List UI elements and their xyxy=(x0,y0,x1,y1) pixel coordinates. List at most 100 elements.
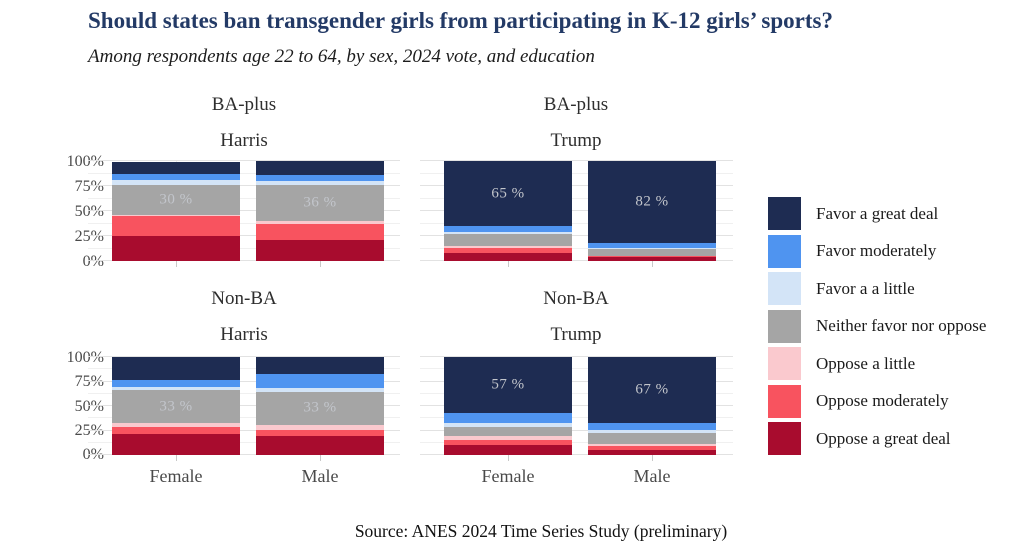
segment-oppose-a-great-deal xyxy=(112,236,240,261)
major-gridline xyxy=(88,429,400,431)
x-axis-tick xyxy=(652,455,653,461)
segment-neither-favor-nor-oppose xyxy=(588,433,716,445)
minor-gridline xyxy=(88,417,400,419)
minor-gridline xyxy=(420,368,733,370)
major-gridline xyxy=(420,405,733,406)
facet-vote-top-left: Harris xyxy=(220,130,268,151)
segment-favor-a-a-little xyxy=(588,248,716,249)
segment-oppose-moderately xyxy=(112,426,240,435)
minor-gridline xyxy=(420,441,733,443)
segment-oppose-moderately xyxy=(112,216,240,236)
segment-neither-favor-nor-oppose xyxy=(588,249,716,256)
facet-vote-bottom-right: Trump xyxy=(550,324,602,345)
segment-oppose-a-great-deal xyxy=(444,445,572,455)
legend-swatch-neither-favor-nor-oppose xyxy=(768,309,801,343)
legend-item-oppose-a-little: Oppose a little xyxy=(768,347,986,380)
segment-favor-a-great-deal xyxy=(256,357,384,374)
major-gridline xyxy=(420,454,733,455)
major-gridline xyxy=(420,429,733,431)
segment-favor-moderately xyxy=(256,373,384,389)
minor-gridline xyxy=(420,247,733,249)
facet-education-bottom-right: Non-BA xyxy=(543,288,609,309)
segment-neither-favor-nor-oppose xyxy=(444,426,572,437)
chart-subtitle: Among respondents age 22 to 64, by sex, … xyxy=(88,46,595,67)
segment-favor-a-great-deal xyxy=(256,161,384,175)
segment-favor-moderately xyxy=(444,412,572,423)
legend-label: Favor a a little xyxy=(816,278,915,298)
legend-item-oppose-moderately: Oppose moderately xyxy=(768,384,986,418)
minor-gridline xyxy=(420,197,733,199)
segment-favor-moderately xyxy=(444,226,572,232)
segment-favor-moderately xyxy=(588,422,716,430)
x-tick-label-female: Female xyxy=(149,466,203,486)
major-gridline xyxy=(420,210,733,211)
source-caption: Source: ANES 2024 Time Series Study (pre… xyxy=(354,521,728,541)
panel-non-ba-trump: 57 % 67 % xyxy=(420,356,733,461)
chart-title: Should states ban transgender girls from… xyxy=(88,8,833,33)
minor-gridline xyxy=(88,197,400,199)
minor-gridline xyxy=(420,222,733,224)
major-gridline xyxy=(88,380,400,382)
segment-oppose-moderately xyxy=(444,440,572,446)
minor-gridline xyxy=(420,172,733,174)
x-axis-tick xyxy=(652,261,653,267)
segment-oppose-a-great-deal xyxy=(112,434,240,455)
segment-favor-a-a-little xyxy=(112,180,240,185)
legend-label: Favor a great deal xyxy=(816,203,939,223)
facet-vote-bottom-left: Harris xyxy=(220,324,268,345)
legend-label: Favor moderately xyxy=(816,241,937,260)
minor-gridline xyxy=(420,417,733,419)
segment-oppose-a-little xyxy=(256,424,384,430)
segment-oppose-a-great-deal xyxy=(256,436,384,455)
segment-favor-a-great-deal: 67 % xyxy=(588,357,716,423)
bar-value-label: 36 % xyxy=(303,194,337,211)
major-gridline xyxy=(420,235,733,236)
panel-ba-plus-harris: 30 % 36 % xyxy=(88,160,400,267)
legend-swatch-oppose-a-great-deal xyxy=(768,422,801,455)
major-gridline xyxy=(420,356,733,357)
legend-swatch-oppose-a-little xyxy=(768,347,801,380)
legend-label: Oppose a great deal xyxy=(816,428,951,448)
x-axis-tick xyxy=(508,261,509,267)
segment-oppose-moderately xyxy=(256,224,384,240)
y-tick-label: 50% xyxy=(74,398,104,415)
x-tick-label-male: Male xyxy=(301,466,339,486)
y-tick-label: 50% xyxy=(74,203,104,220)
segment-oppose-moderately xyxy=(444,248,572,253)
major-gridline xyxy=(88,185,400,186)
facet-education-top-left: BA-plus xyxy=(211,94,277,115)
bar-ba-plus-harris-female: 30 % xyxy=(112,161,240,261)
minor-gridline xyxy=(88,392,400,394)
facet-vote-top-right: Trump xyxy=(550,130,602,151)
y-tick-label: 75% xyxy=(74,178,104,195)
segment-neither-favor-nor-oppose: 36 % xyxy=(256,185,384,221)
segment-oppose-a-little xyxy=(444,436,572,441)
segment-favor-a-a-little xyxy=(112,387,240,391)
minor-gridline xyxy=(88,222,400,224)
facet-education-bottom-left: Non-BA xyxy=(211,288,277,309)
minor-gridline xyxy=(88,247,400,249)
segment-favor-a-a-little xyxy=(444,232,572,234)
minor-gridline xyxy=(420,392,733,394)
facet-education-top-right: BA-plus xyxy=(543,94,609,115)
y-tick-label: 25% xyxy=(74,228,104,245)
segment-oppose-a-little xyxy=(444,246,572,248)
major-gridline xyxy=(420,380,733,382)
panel-ba-plus-trump: 65 % 82 % xyxy=(420,160,733,267)
segment-favor-moderately xyxy=(256,175,384,181)
segment-oppose-a-great-deal xyxy=(444,253,572,261)
major-gridline xyxy=(88,160,400,161)
segment-favor-a-great-deal: 65 % xyxy=(444,161,572,226)
bar-value-label: 65 % xyxy=(491,185,525,201)
legend-item-favor-a-great-deal: Favor a great deal xyxy=(768,197,986,230)
x-tick-label-male: Male xyxy=(633,466,671,486)
segment-neither-favor-nor-oppose: 33 % xyxy=(112,390,240,423)
segment-favor-a-great-deal: 57 % xyxy=(444,357,572,413)
panel-non-ba-harris: 33 % 33 % xyxy=(88,356,400,461)
segment-favor-moderately xyxy=(588,243,716,248)
legend-item-favor-moderately: Favor moderately xyxy=(768,234,986,268)
legend: Favor a great deal Favor moderately Favo… xyxy=(768,197,986,460)
bar-non-ba-trump-female: 57 % xyxy=(444,357,572,455)
legend-swatch-favor-a-great-deal xyxy=(768,197,801,230)
legend-item-favor-a-a-little: Favor a a little xyxy=(768,272,986,305)
